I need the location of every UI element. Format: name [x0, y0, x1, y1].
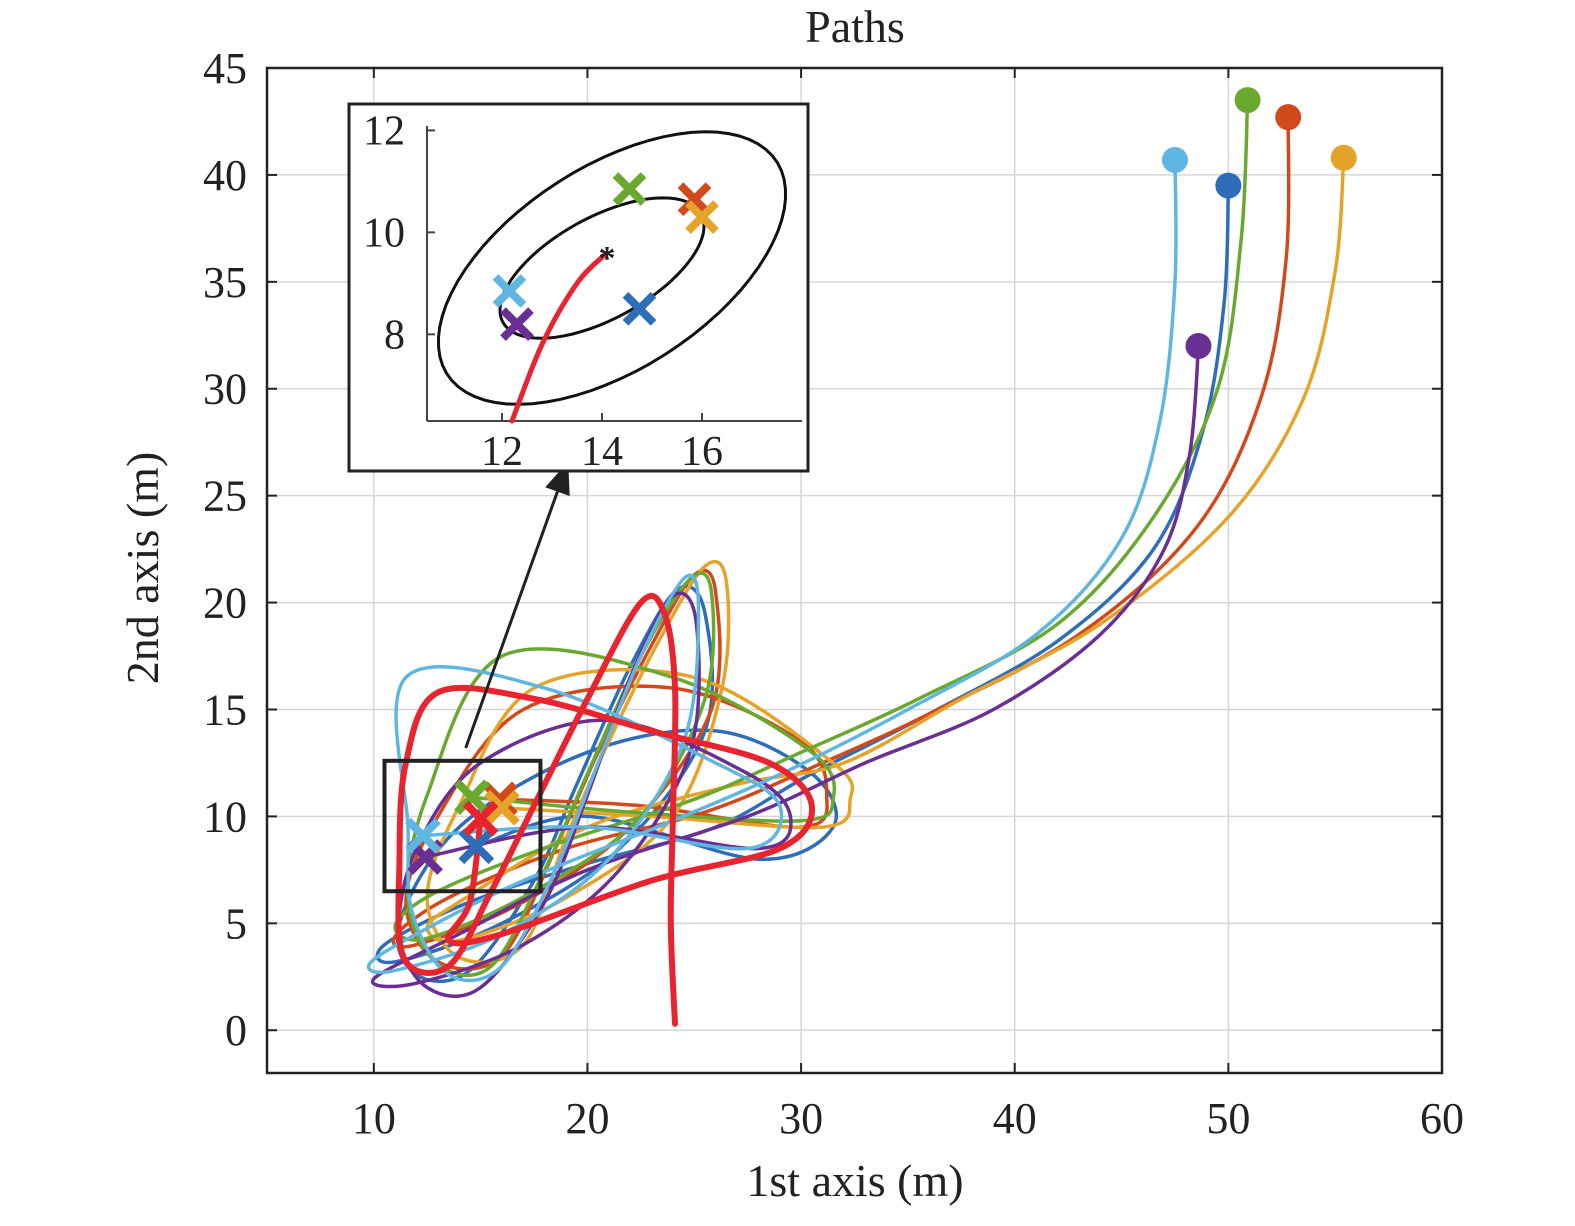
- plot-frame: [265, 66, 1444, 1075]
- x-tick-label: 30: [779, 1094, 823, 1143]
- series-3-end-marker: [454, 779, 490, 815]
- x-tick-label: 50: [1206, 1094, 1250, 1143]
- main-markers-layer: [405, 87, 1357, 875]
- inset-red-path: [509, 250, 610, 424]
- series-0-end-marker-stroke-b: [458, 828, 495, 865]
- series-3-start-marker: [1234, 87, 1261, 114]
- inset-zoom-panel: 12 14 16 8 10 12 *: [347, 102, 810, 475]
- y-tick-label: 30: [203, 365, 247, 414]
- series-6-end-marker-stroke-b: [462, 800, 499, 837]
- series-5-end-marker: [405, 817, 441, 854]
- x-tick-label: 40: [993, 1094, 1037, 1143]
- inset-x-tick-label: 12: [481, 429, 523, 475]
- series-2-start-marker: [1330, 144, 1357, 171]
- x-tick-label: 10: [352, 1094, 396, 1143]
- series-2-end-marker: [484, 790, 520, 826]
- series-4-start-marker: [1185, 332, 1212, 359]
- series-6-end-marker: [462, 800, 499, 837]
- y-tick-label: 25: [203, 472, 247, 521]
- y-tick-label: 35: [203, 258, 247, 307]
- y-tick-label: 10: [203, 792, 247, 841]
- x-tick-label: 60: [1420, 1094, 1464, 1143]
- inset-y-tick-label: 8: [384, 312, 405, 358]
- series-0-end-marker: [458, 828, 495, 865]
- inset-outer-ellipse: [437, 130, 787, 406]
- y-tick-label: 15: [203, 685, 247, 734]
- y-tick-label: 5: [225, 899, 247, 948]
- inset-marker-0: [612, 172, 647, 206]
- x-tick-label: 20: [565, 1094, 609, 1143]
- inset-marker-3: [492, 274, 527, 308]
- series-1-start-marker: [1275, 104, 1302, 131]
- inset-marker-2-stroke-b: [685, 200, 719, 234]
- main-axes: 10 20 30 40 50 60 0 5 10 15 20 25 30 35 40 45: [203, 44, 1464, 1143]
- inset-x-tick-label: 16: [681, 429, 723, 475]
- series-0-start-marker: [1215, 172, 1242, 199]
- y-tick-label: 45: [203, 44, 247, 93]
- inset-marker-5: [622, 292, 657, 326]
- series-5-path: [366, 158, 1178, 983]
- y-tick-label: 40: [203, 151, 247, 200]
- series-2-end-marker-stroke-b: [484, 790, 520, 826]
- inset-marker-1: [677, 182, 712, 217]
- inset-marker-4-stroke-b: [500, 307, 534, 341]
- inset-marker-1-stroke-b: [677, 182, 712, 217]
- y-tick-label: 20: [203, 579, 247, 628]
- inset-marker-5-stroke-b: [622, 292, 657, 326]
- chart-title: Paths: [805, 1, 905, 52]
- inset-frame: [347, 102, 810, 473]
- inset-marker-2: [685, 200, 719, 234]
- inset-y-tick-label: 10: [363, 210, 405, 256]
- y-tick-label: 0: [225, 1006, 247, 1055]
- zoom-arrow-shaft: [464, 491, 559, 749]
- series-6-path: [395, 592, 816, 1027]
- inset-marker-4: [500, 307, 534, 341]
- x-axis-label: 1st axis (m): [746, 1155, 963, 1206]
- inset-target-marker: *: [599, 240, 616, 277]
- main-series-layer: [366, 98, 1346, 1027]
- zoom-box: [382, 758, 543, 894]
- series-3-end-marker-stroke-b: [454, 779, 490, 815]
- y-axis-label: 2nd axis (m): [117, 452, 168, 685]
- inset-marker-0-stroke-b: [612, 172, 647, 206]
- series-5-end-marker-stroke-b: [405, 817, 441, 854]
- inset-inner-ellipse: [498, 196, 706, 340]
- inset-x-tick-label: 14: [581, 429, 623, 475]
- series-5-start-marker: [1161, 146, 1188, 173]
- inset-marker-3-stroke-b: [492, 274, 527, 308]
- inset-y-tick-label: 12: [363, 108, 405, 154]
